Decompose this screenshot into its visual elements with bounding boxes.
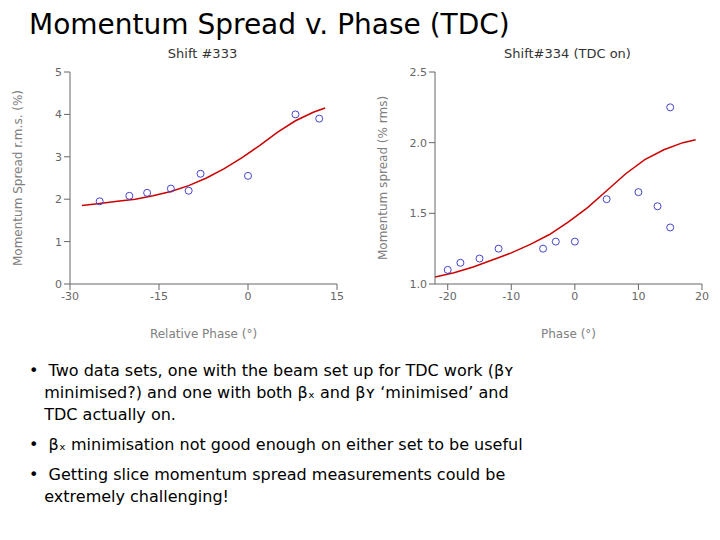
html-text:• Getting slice momentum sprea: • Getting slice momentum spread measurem… [29, 465, 506, 484]
svg-text:-10: -10 [502, 290, 520, 303]
html-text:minimised?) and one with both: minimised?) and one with both βₓ and βʏ … [29, 383, 509, 402]
svg-text:Momentum spread (% rms): Momentum spread (% rms) [376, 96, 390, 260]
html-text:• βₓ minimisation not good eno: • βₓ minimisation not good enough on eit… [29, 435, 523, 454]
svg-text:1: 1 [55, 236, 62, 249]
svg-text:4: 4 [55, 108, 62, 121]
svg-text:10: 10 [631, 290, 645, 303]
svg-text:15: 15 [330, 290, 344, 303]
svg-text:0: 0 [571, 290, 578, 303]
svg-text:Relative Phase (°): Relative Phase (°) [150, 327, 257, 341]
svg-text:1.5: 1.5 [410, 207, 428, 220]
svg-text:0: 0 [55, 278, 62, 291]
svg-text:3: 3 [55, 151, 62, 164]
svg-text:5: 5 [55, 66, 62, 79]
svg-text:0: 0 [245, 290, 252, 303]
svg-text:2: 2 [55, 193, 62, 206]
html-text:• Two data sets, one with the: • Two data sets, one with the beam set u… [29, 361, 514, 380]
html-text:TDC actually on.: TDC actually on. [29, 405, 176, 424]
svg-text:2.0: 2.0 [410, 137, 428, 150]
svg-text:20: 20 [695, 290, 709, 303]
svg-text:-20: -20 [439, 290, 457, 303]
svg-text:-15: -15 [150, 290, 168, 303]
svg-text:1.0: 1.0 [410, 278, 428, 291]
svg-text:-30: -30 [61, 290, 79, 303]
svg-text:Momentum Spread r.m.s. (%): Momentum Spread r.m.s. (%) [11, 90, 25, 266]
html-text:extremely challenging!: extremely challenging! [29, 487, 229, 506]
html-text:Shift #333: Shift #333 [167, 46, 238, 61]
html-text:Shift#334 (TDC on): Shift#334 (TDC on) [504, 46, 631, 61]
svg-text:Phase (°): Phase (°) [541, 327, 596, 341]
svg-text:2.5: 2.5 [410, 66, 428, 79]
html-text:Momentum Spread v. Phase (TDC): Momentum Spread v. Phase (TDC) [29, 8, 510, 41]
